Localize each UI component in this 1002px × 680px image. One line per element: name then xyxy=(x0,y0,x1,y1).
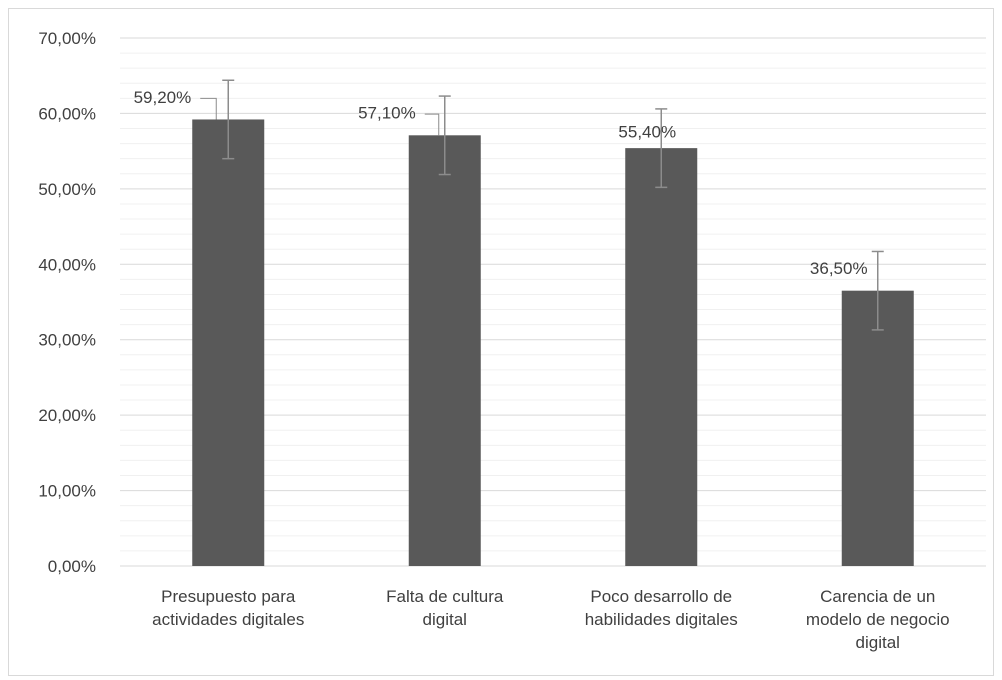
data-label: 57,10% xyxy=(358,104,416,123)
bar xyxy=(408,135,481,566)
x-category-label: modelo de negocio xyxy=(806,610,950,629)
x-category-label: digital xyxy=(856,633,900,652)
x-category-label: actividades digitales xyxy=(152,610,304,629)
data-label: 55,40% xyxy=(618,123,676,142)
x-category-label: Poco desarrollo de xyxy=(590,587,732,606)
x-category-label: Falta de cultura xyxy=(386,587,504,606)
y-tick-label: 30,00% xyxy=(38,331,96,350)
data-label: 59,20% xyxy=(134,88,192,107)
bar xyxy=(192,119,265,566)
bar xyxy=(625,148,698,566)
y-tick-label: 20,00% xyxy=(38,406,96,425)
y-tick-label: 60,00% xyxy=(38,104,96,123)
x-category-label: Presupuesto para xyxy=(161,587,296,606)
data-label-leader xyxy=(424,113,440,136)
y-tick-label: 10,00% xyxy=(38,482,96,501)
x-category-label: Carencia de un xyxy=(820,587,935,606)
x-category-label: digital xyxy=(423,610,467,629)
y-tick-label: 50,00% xyxy=(38,180,96,199)
bar xyxy=(841,290,914,566)
x-category-label: habilidades digitales xyxy=(585,610,738,629)
y-tick-label: 70,00% xyxy=(38,29,96,48)
y-tick-label: 40,00% xyxy=(38,255,96,274)
data-label-leader xyxy=(200,97,217,120)
data-label: 36,50% xyxy=(810,259,868,278)
y-tick-label: 0,00% xyxy=(48,557,96,576)
chart-frame xyxy=(8,8,994,676)
